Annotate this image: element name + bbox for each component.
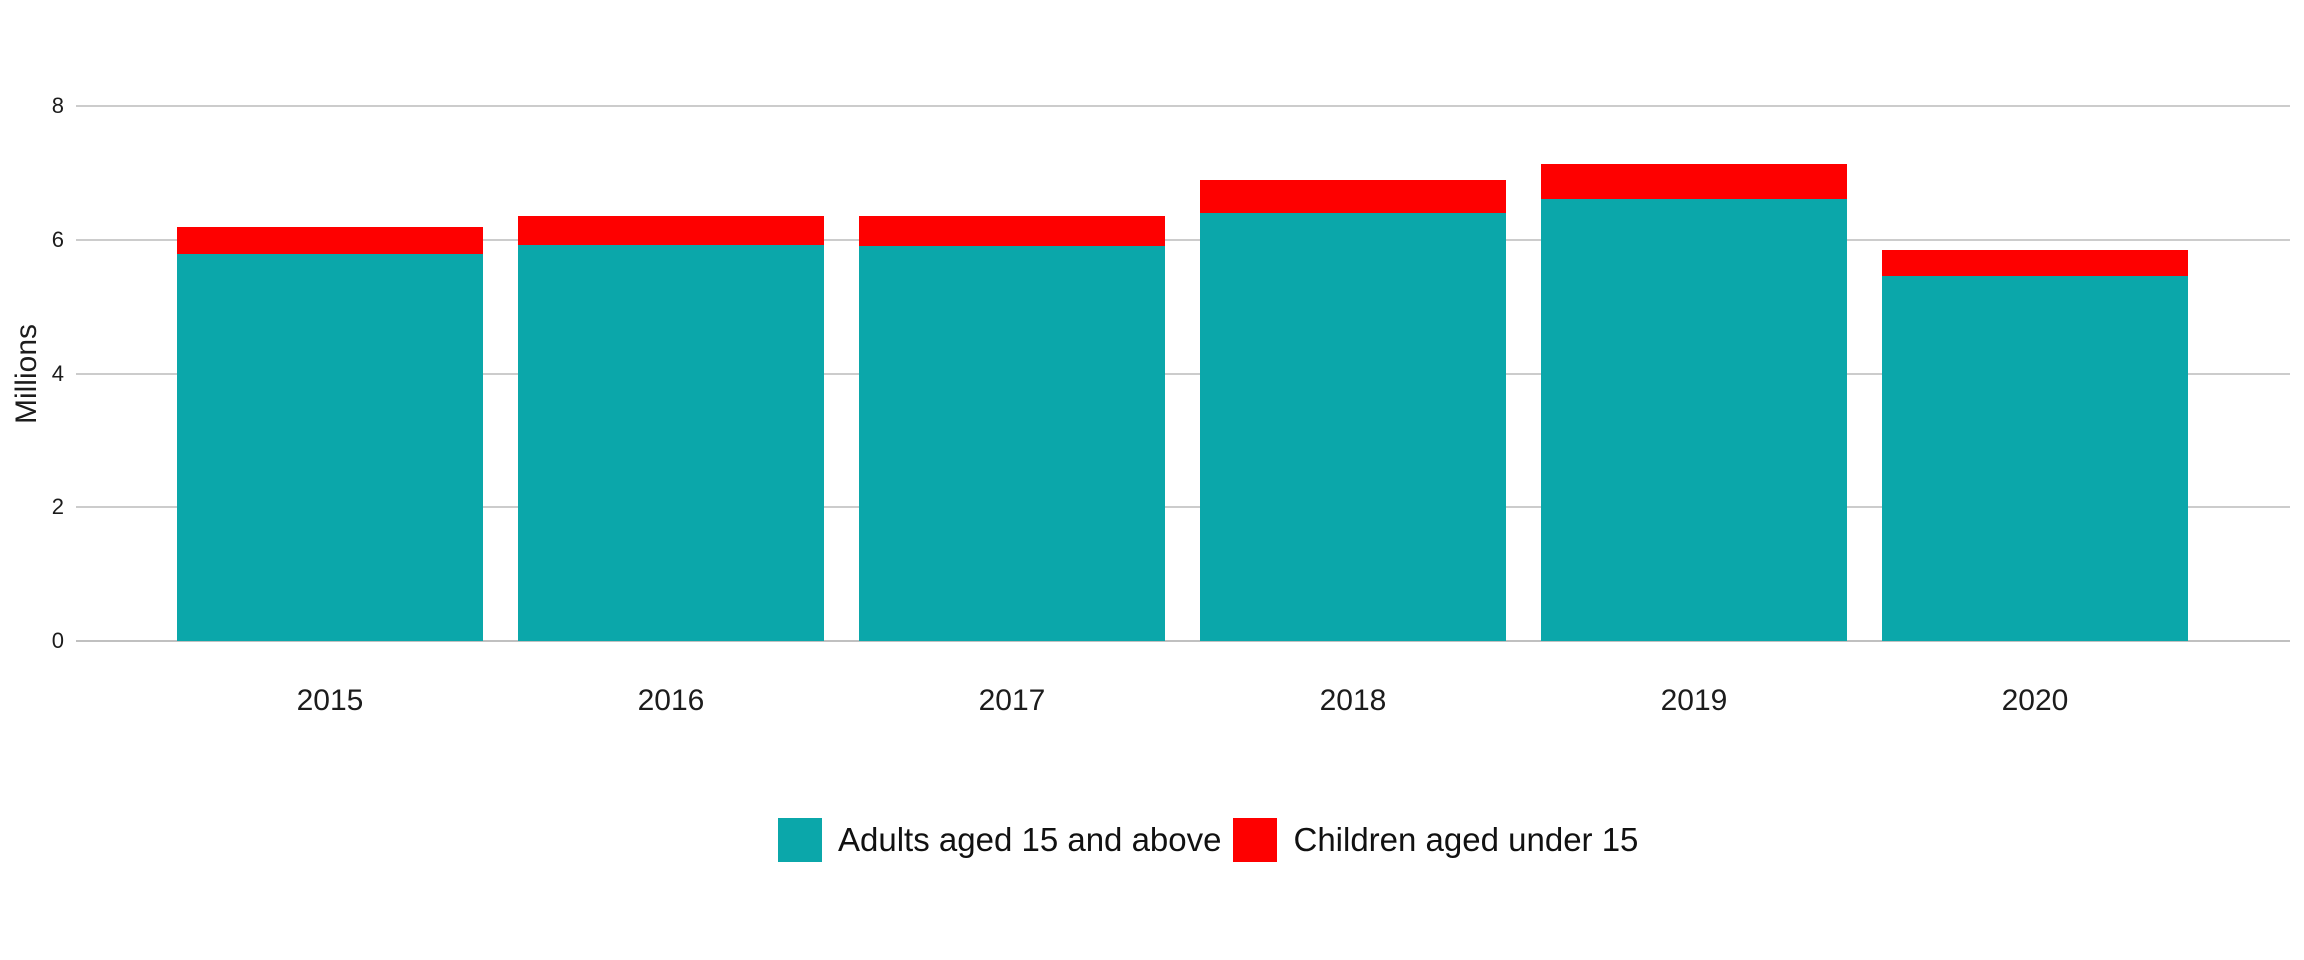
bar-segment-children-aged-under-15-2016[interactable] xyxy=(518,215,824,246)
bar-segment-children-aged-under-15-2019[interactable] xyxy=(1541,164,1847,199)
gridline-2 xyxy=(76,506,2290,509)
legend-label-children-aged-under-15: Children aged under 15 xyxy=(1293,821,1639,858)
legend-swatch-adults-aged-15-and-above xyxy=(778,818,822,862)
bar-segment-children-aged-under-15-2015[interactable] xyxy=(177,227,483,254)
bar-segment-adults-aged-15-and-above-2019[interactable] xyxy=(1541,198,1847,641)
x-tick-label-2015: 2015 xyxy=(296,684,364,717)
y-tick-label-4: 4 xyxy=(51,360,64,386)
gridline-8 xyxy=(76,105,2290,107)
x-tick-label-2016: 2016 xyxy=(637,684,705,717)
y-tick-label-0: 0 xyxy=(51,628,64,653)
bar-segment-children-aged-under-15-2020[interactable] xyxy=(1882,250,2188,276)
legend-label-adults-aged-15-and-above: Adults aged 15 and above xyxy=(838,821,1222,858)
bar-segment-adults-aged-15-and-above-2017[interactable] xyxy=(859,245,1165,641)
gridline-0 xyxy=(76,640,2290,642)
legend-item-adults-aged-15-and-above[interactable]: Adults aged 15 and above xyxy=(778,818,1221,862)
y-axis-title: Millions xyxy=(10,323,43,425)
legend-item-children-aged-under-15[interactable]: Children aged under 15 xyxy=(1233,818,1638,862)
legend-swatch-children-aged-under-15 xyxy=(1233,818,1278,862)
x-tick-label-2020: 2020 xyxy=(2001,684,2069,717)
x-tick-label-2018: 2018 xyxy=(1319,684,1387,717)
bar-segment-adults-aged-15-and-above-2020[interactable] xyxy=(1882,275,2188,641)
gridline-4 xyxy=(76,372,2290,375)
bar-segment-children-aged-under-15-2017[interactable] xyxy=(859,216,1165,246)
y-tick-label-8: 8 xyxy=(51,93,64,118)
y-tick-label-6: 6 xyxy=(51,226,64,252)
gridline-6 xyxy=(76,238,2290,241)
bar-segment-adults-aged-15-and-above-2015[interactable] xyxy=(177,253,483,641)
legend: Adults aged 15 and above Children aged un… xyxy=(778,818,1638,862)
bar-segment-children-aged-under-15-2018[interactable] xyxy=(1200,180,1506,213)
bar-segment-adults-aged-15-and-above-2016[interactable] xyxy=(518,245,824,641)
x-tick-label-2017: 2017 xyxy=(978,684,1046,717)
x-tick-label-2019: 2019 xyxy=(1660,684,1728,717)
bar-segment-adults-aged-15-and-above-2018[interactable] xyxy=(1200,213,1506,641)
y-tick-label-2: 2 xyxy=(51,494,64,520)
